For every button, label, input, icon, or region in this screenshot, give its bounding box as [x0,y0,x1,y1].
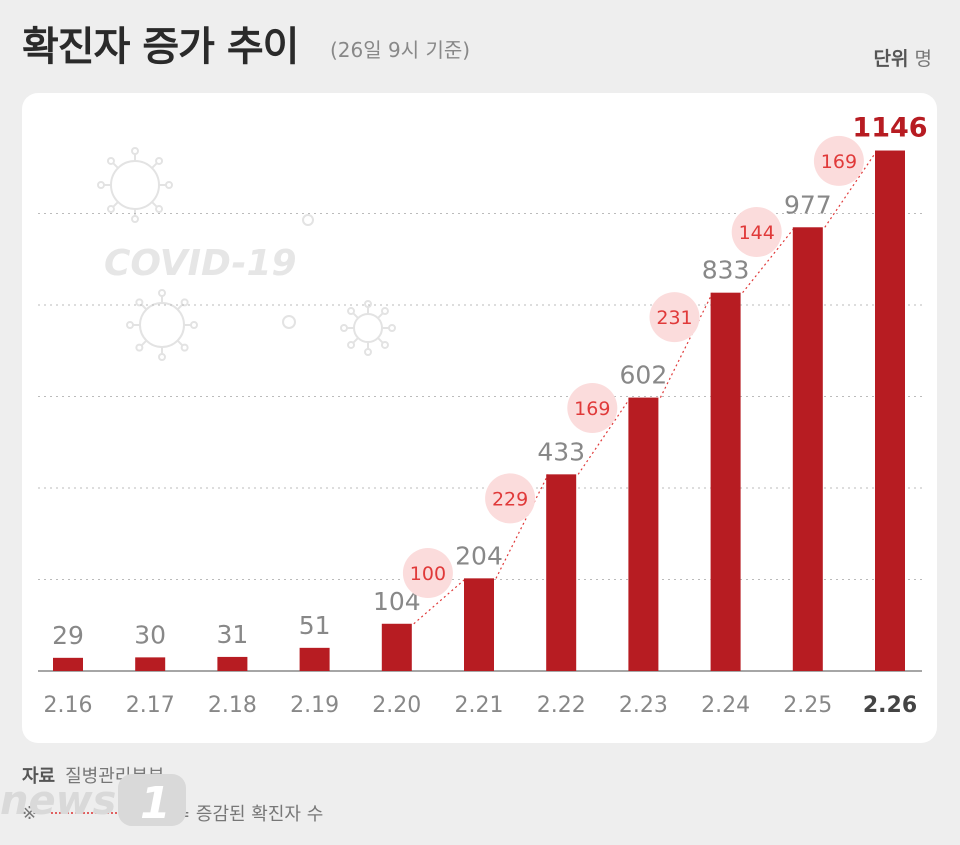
increase-value-label: 169 [821,151,857,173]
x-tick-label: 2.17 [126,693,175,718]
virus-icon [97,147,173,223]
news1-logo-text: news [0,778,116,824]
bar-value-label: 31 [216,620,248,649]
chart-subtitle: (26일 9시 기준) [330,38,471,62]
unit-key: 단위 [873,48,909,70]
bar-value-label: 29 [52,621,84,650]
x-tick-label: 2.22 [537,693,586,718]
bar-value-label: 51 [299,611,331,640]
increase-value-label: 144 [739,222,775,244]
virus-icon [126,289,198,361]
source-label: 자료 [22,766,56,787]
bar [135,657,166,671]
increase-badge [731,206,782,257]
bar-value-label: 1146 [852,113,927,144]
increase-value-label: 169 [574,398,610,420]
x-tick-label: 2.18 [208,693,257,718]
bar [299,647,330,671]
particle-icon [302,214,314,226]
bar [53,657,83,671]
bar-value-label: 833 [702,256,750,285]
increase-line [413,577,467,625]
news1-logo: news 1 [0,774,186,829]
increase-line [577,397,631,475]
legend: ※ = 증감된 확진자 수 [22,800,323,826]
bar [546,474,577,671]
svg-text:1: 1 [140,778,171,829]
x-tick-label: 2.25 [783,693,832,718]
bar [875,150,905,671]
bar-value-label: 30 [134,620,166,649]
x-tick-label: 2.19 [290,693,339,718]
x-tick-label: 2.21 [455,693,504,718]
increase-badge [567,382,618,433]
bar [381,623,412,671]
unit-label: 단위 명 [874,44,933,71]
virus-icon [340,300,396,356]
x-tick-label: 2.23 [619,693,668,718]
particle-icon [282,315,296,329]
bar-value-label: 977 [784,190,832,219]
bar [628,397,659,671]
increase-badge [813,135,864,186]
increase-line [742,226,796,294]
increase-value-label: 100 [410,563,446,585]
increase-value-label: 231 [656,307,692,329]
legend-dashed-line [51,812,162,814]
bar-value-label: 433 [537,437,585,466]
covid-watermark: COVID-19 [104,243,297,284]
increase-badge [402,548,453,599]
x-tick-label: 2.20 [372,693,421,718]
bar [464,578,494,671]
x-tick-label: 2.16 [44,693,93,718]
increase-value-label: 229 [492,488,528,510]
increase-line [495,474,549,579]
unit-value: 명 [914,48,932,70]
increase-badge [485,473,536,524]
bar [792,227,823,671]
bar [217,656,248,671]
chart-title: 확진자 증가 추이 [22,24,299,70]
bar-value-label: 602 [620,361,668,390]
bar-value-label: 204 [455,541,503,570]
bar [710,292,741,671]
increase-badge [649,292,700,343]
x-tick-label: 2.24 [701,693,750,718]
increase-line [824,150,878,228]
x-tick-label: 2.26 [863,693,917,718]
legend-text: = 증감된 확진자 수 [175,804,324,825]
legend-symbol: ※ [22,802,38,824]
